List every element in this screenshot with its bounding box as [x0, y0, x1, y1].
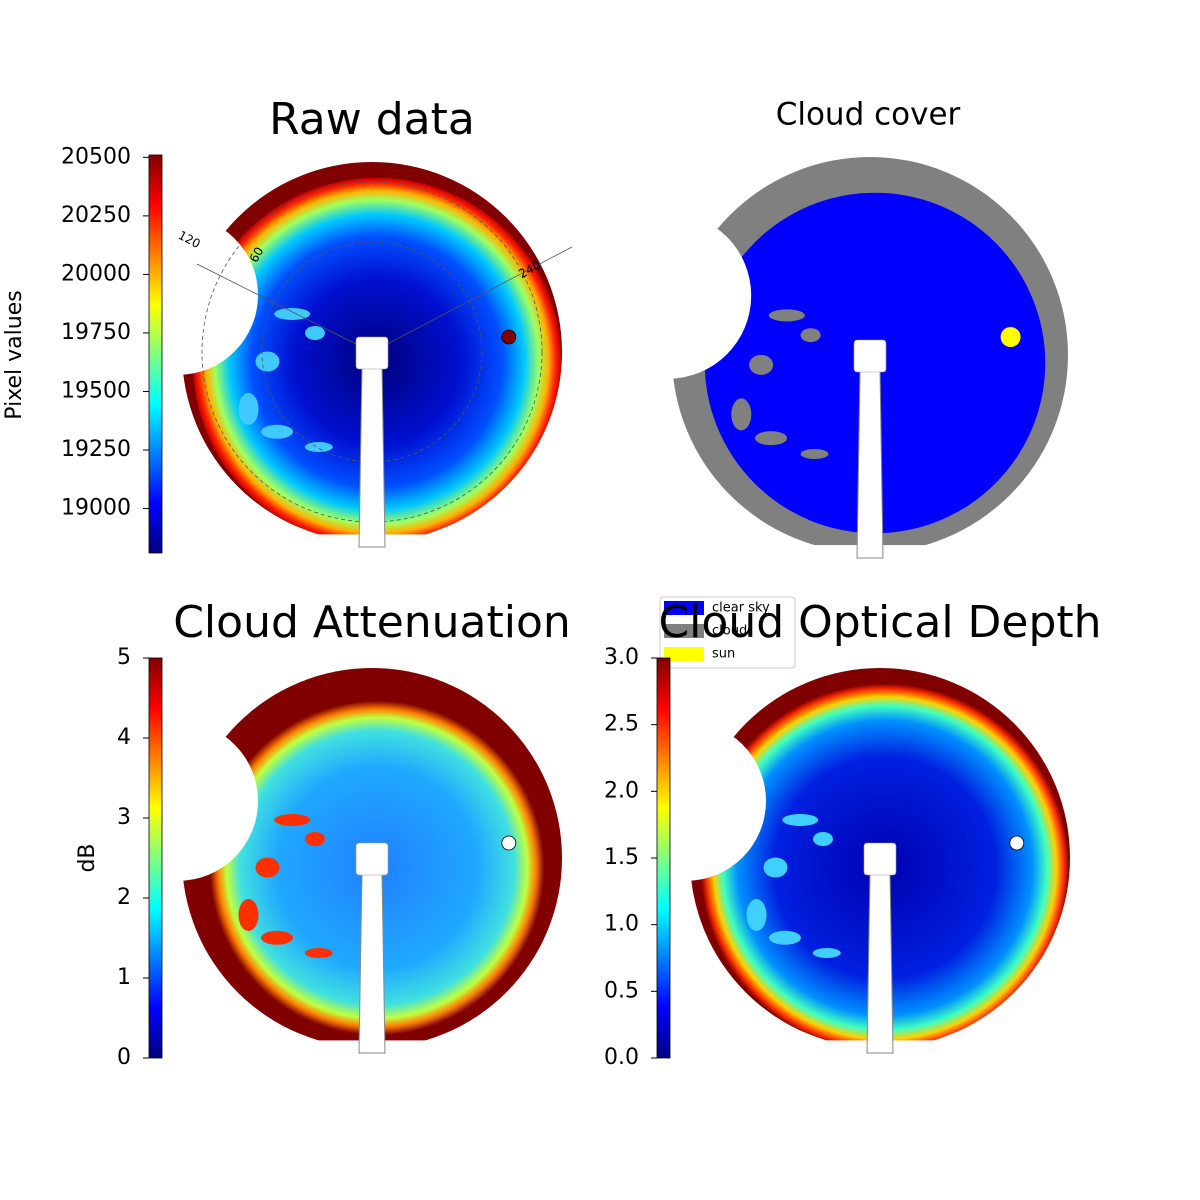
cloud-patch	[305, 326, 325, 340]
colorbar	[148, 154, 163, 554]
colorbar-tick-label: 20500	[61, 144, 131, 169]
legend-label: sun	[712, 647, 735, 662]
colorbar-tick-label: 0	[117, 1045, 131, 1070]
colorbar	[148, 657, 163, 1059]
cloud-patch	[255, 857, 280, 878]
mast-head	[355, 842, 389, 876]
cloud-patch	[304, 948, 333, 958]
colorbar-label: dB	[75, 843, 100, 872]
colorbar-tick-label: 20000	[61, 261, 131, 286]
panel-title: Cloud cover	[776, 97, 961, 133]
cloud-patch	[255, 351, 280, 372]
panel-title: Cloud Optical Depth	[658, 597, 1101, 648]
colorbar-tick-label: 19750	[61, 320, 131, 345]
legend-label: cloud	[712, 624, 747, 639]
mast-head	[853, 339, 887, 373]
legend-swatch	[664, 624, 704, 638]
legend-label: clear sky	[712, 601, 770, 616]
sun	[1000, 327, 1021, 347]
polar-spoke	[371, 246, 573, 353]
cloud-patch	[238, 899, 259, 931]
mast	[856, 369, 884, 559]
cloud-patch	[274, 814, 311, 826]
colorbar-tick-label: 1.0	[604, 912, 639, 937]
colorbar-tick-label: 2.0	[604, 778, 639, 803]
colorbar-tick-label: 1	[117, 965, 131, 990]
colorbar-tick-label: 5	[117, 645, 131, 670]
cloud-patch	[238, 393, 259, 425]
colorbar-tick-label: 19250	[61, 437, 131, 462]
legend-swatch	[664, 601, 704, 615]
sun	[1009, 835, 1025, 851]
polar-label: 60	[247, 245, 267, 265]
colorbar-tick-label: 0.0	[604, 1045, 639, 1070]
colorbar-tick-label: 20250	[61, 203, 131, 228]
cloud-patch	[763, 857, 788, 878]
cloud-patch	[782, 814, 819, 826]
cloud-patch	[769, 930, 801, 945]
polar-spoke	[196, 263, 373, 353]
mast	[358, 366, 386, 548]
colorbar-tick-label: 0.5	[604, 978, 639, 1003]
cloud-patch	[304, 442, 333, 452]
cloud-patch	[261, 424, 293, 439]
legend-swatch	[664, 647, 704, 661]
colorbar-tick-label: 19500	[61, 378, 131, 403]
mast	[866, 872, 894, 1054]
mast-head	[355, 336, 389, 370]
colorbar-tick-label: 19000	[61, 496, 131, 521]
colorbar-tick-label: 3.0	[604, 645, 639, 670]
cloud-patch	[274, 308, 311, 320]
cloud-patch	[261, 930, 293, 945]
colorbar-tick-label: 1.5	[604, 845, 639, 870]
colorbar-tick-label: 4	[117, 725, 131, 750]
cloud-patch	[800, 328, 821, 343]
mast	[358, 872, 386, 1054]
colorbar-tick-label: 3	[117, 805, 131, 830]
sun	[501, 835, 517, 851]
colorbar	[656, 657, 671, 1059]
cloud-patch	[812, 948, 841, 958]
cloud-patch	[731, 398, 752, 431]
cloud-patch	[746, 899, 767, 931]
polar-ring	[261, 241, 483, 463]
panel-title: Raw data	[269, 94, 475, 145]
cloud-patch	[813, 832, 833, 846]
sun	[501, 329, 517, 345]
colorbar-tick-label: 2.5	[604, 712, 639, 737]
colorbar-tick-label: 2	[117, 885, 131, 910]
cloud-patch	[768, 309, 805, 322]
cloud-patch	[755, 431, 787, 446]
colorbar-label: Pixel values	[2, 290, 27, 419]
panel-title: Cloud Attenuation	[173, 597, 571, 648]
cloud-patch	[749, 354, 774, 375]
cloud-patch	[800, 449, 829, 459]
mast-head	[863, 842, 897, 876]
cloud-patch	[305, 832, 325, 846]
